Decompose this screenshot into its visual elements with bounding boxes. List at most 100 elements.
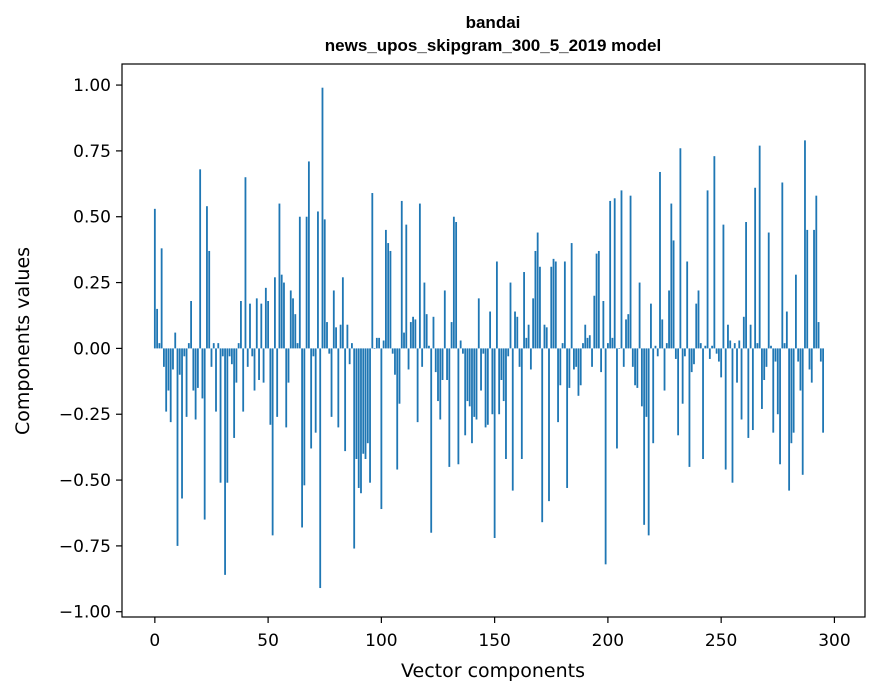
bar	[201, 348, 204, 399]
bar	[582, 343, 584, 349]
bar	[697, 290, 700, 349]
bar	[652, 348, 655, 444]
bar	[677, 348, 680, 436]
bar	[699, 343, 702, 349]
bar	[767, 232, 770, 349]
bar	[631, 348, 634, 367]
x-axis: 0 50 100 150 200 250 300	[149, 617, 851, 651]
bar	[418, 203, 421, 349]
bar	[394, 348, 396, 375]
bar	[412, 316, 414, 349]
bar	[570, 243, 573, 349]
bar	[289, 290, 292, 349]
bar	[688, 348, 691, 467]
bar	[788, 348, 791, 491]
bar	[319, 348, 322, 589]
bar	[774, 348, 777, 362]
bar	[181, 348, 183, 499]
bar	[294, 314, 297, 349]
bar	[183, 348, 186, 357]
bar	[679, 148, 682, 349]
bar	[819, 348, 822, 362]
bar	[661, 319, 664, 349]
bar	[464, 348, 467, 436]
bar	[441, 348, 444, 380]
bar	[314, 348, 317, 433]
bar	[711, 345, 714, 349]
bar	[622, 348, 625, 367]
bar	[573, 348, 575, 370]
bar	[326, 322, 328, 349]
bar	[616, 348, 618, 449]
bar	[242, 348, 245, 412]
bar	[797, 348, 800, 362]
y-tick-label: 1.00	[73, 76, 111, 96]
bar	[491, 348, 494, 415]
bar	[813, 229, 815, 349]
bar	[260, 303, 263, 349]
bar	[230, 348, 233, 365]
bar	[364, 348, 367, 459]
bar	[405, 224, 408, 349]
bar	[228, 348, 231, 357]
bar	[647, 348, 650, 536]
bar	[586, 337, 589, 349]
bar	[763, 348, 766, 380]
bar	[724, 348, 727, 470]
bar	[588, 335, 591, 349]
bar	[375, 337, 378, 349]
bar	[264, 287, 267, 349]
bar	[174, 332, 177, 349]
bar	[208, 250, 211, 349]
bar	[783, 343, 786, 349]
bar	[158, 343, 161, 349]
bar	[237, 343, 240, 349]
y-tick-label: 0.25	[73, 274, 111, 294]
bar	[749, 324, 752, 349]
bar	[244, 177, 247, 349]
bar	[477, 298, 480, 349]
bar	[584, 324, 587, 349]
bar	[167, 348, 170, 391]
bar	[785, 311, 788, 349]
y-tick-label: 0.75	[73, 142, 111, 162]
bar	[613, 198, 616, 349]
bar	[153, 208, 156, 349]
bar	[702, 348, 704, 459]
bar	[439, 348, 442, 420]
bar	[792, 348, 795, 433]
bar	[428, 345, 430, 349]
bar	[640, 348, 643, 407]
bar	[559, 348, 562, 386]
bar	[384, 229, 387, 349]
bar	[776, 348, 779, 415]
bar	[554, 261, 557, 349]
bar	[717, 348, 720, 362]
bar	[160, 248, 163, 349]
x-tick-label: 0	[149, 631, 160, 651]
bar	[190, 301, 192, 349]
bar	[756, 343, 759, 349]
y-axis-label: Components values	[12, 247, 34, 435]
bar	[543, 324, 546, 349]
y-tick-label: 0.50	[73, 208, 111, 228]
chart-subtitle: news_upos_skipgram_300_5_2019 model	[325, 36, 661, 55]
bar	[822, 348, 824, 433]
bar	[455, 222, 458, 349]
bar	[396, 348, 399, 470]
bar	[659, 171, 661, 349]
bar	[360, 348, 362, 494]
bar	[534, 250, 537, 349]
bar	[738, 340, 741, 349]
bar	[330, 348, 333, 417]
bar	[362, 348, 365, 454]
bar	[693, 348, 695, 365]
bar	[541, 348, 544, 523]
bar	[577, 348, 580, 396]
bar	[627, 314, 630, 349]
x-tick-label: 200	[592, 631, 624, 651]
bar	[795, 274, 797, 349]
bar	[545, 327, 548, 349]
bar	[518, 348, 521, 367]
bar	[398, 348, 401, 404]
